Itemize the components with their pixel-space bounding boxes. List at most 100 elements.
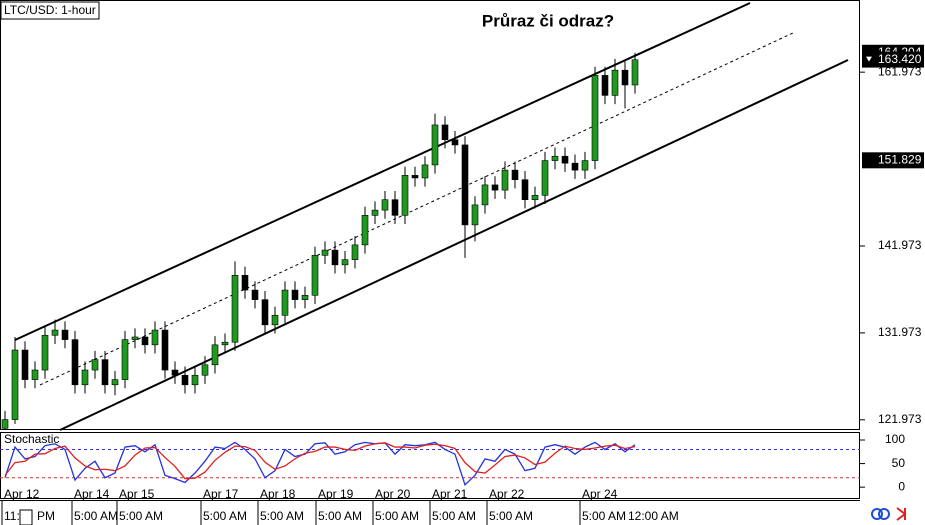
candle-body xyxy=(71,339,79,386)
candle-body xyxy=(21,349,29,380)
candle-body xyxy=(451,139,459,146)
time-label: 5:00 AM xyxy=(203,509,247,523)
candle-body xyxy=(311,255,319,296)
link-icon-b xyxy=(878,508,890,520)
candle-body xyxy=(501,169,509,191)
link-icon[interactable] xyxy=(871,508,883,520)
candle-body xyxy=(191,374,199,386)
candle-body xyxy=(571,162,579,171)
candle-body xyxy=(291,289,299,300)
candle-body xyxy=(181,374,189,386)
time-label: 5:00 AM xyxy=(74,509,118,523)
toolbar-icons xyxy=(871,507,907,521)
scroll-end-icon[interactable] xyxy=(896,507,907,521)
y-tick-label: 100 xyxy=(885,432,905,446)
candle-body xyxy=(141,336,149,346)
stoch-title: Stochastic xyxy=(4,432,59,446)
date-label: Apr 17 xyxy=(203,487,239,501)
date-label: Apr 12 xyxy=(4,487,40,501)
candle-body xyxy=(471,204,479,226)
channel-lower xyxy=(59,59,849,431)
time-label: 11: xyxy=(4,509,20,523)
candle-body xyxy=(511,169,519,180)
candle-body xyxy=(431,124,439,166)
candle-body xyxy=(271,314,279,326)
candle-body xyxy=(541,160,549,196)
time-label: 5:00 AM xyxy=(260,509,304,523)
candle-body xyxy=(41,334,49,371)
candle-body xyxy=(101,359,109,386)
candle-body xyxy=(91,359,99,371)
candle-body xyxy=(521,179,529,200)
candle-body xyxy=(321,249,329,256)
candle-body xyxy=(481,184,489,206)
chart-title: LTC/USD: 1-hour xyxy=(4,3,96,17)
candle-body xyxy=(81,369,89,386)
candle-body xyxy=(421,164,429,179)
y-tick-label: 161.973 xyxy=(878,64,922,78)
candle-body xyxy=(31,369,39,380)
time-label: 5:00 AM xyxy=(119,509,163,523)
price-marker-label: 151.829 xyxy=(878,152,922,166)
time-label: 5:00 AM xyxy=(489,509,533,523)
candle-body xyxy=(391,199,399,216)
y-tick-label: 141.973 xyxy=(878,238,922,252)
candle-body xyxy=(261,299,269,326)
candle-body xyxy=(611,69,619,96)
time-label: PM xyxy=(37,509,55,523)
date-label: Apr 21 xyxy=(432,487,468,501)
candle-body xyxy=(211,344,219,366)
title-box xyxy=(0,1,100,20)
time-label: 12:00 AM xyxy=(628,509,679,523)
candle-body xyxy=(301,294,309,300)
candle-body xyxy=(121,339,129,380)
time-marker xyxy=(19,509,33,525)
price-marker-label: 163.420 xyxy=(878,52,922,66)
time-label: 5:00 AM xyxy=(375,509,419,523)
candle-body xyxy=(411,175,419,179)
price-marker-box xyxy=(862,152,924,169)
candle-body xyxy=(361,215,369,246)
date-label: Apr 19 xyxy=(318,487,354,501)
candle-body xyxy=(221,341,229,346)
candle-body xyxy=(241,274,249,291)
candle-body xyxy=(461,144,469,226)
date-label: Apr 24 xyxy=(582,487,618,501)
candle-body xyxy=(581,160,589,171)
y-tick-label: 131.973 xyxy=(878,325,922,339)
candle-body xyxy=(351,244,359,260)
price-marker-box xyxy=(862,51,924,68)
candle-body xyxy=(591,75,599,161)
time-label: 5:00 AM xyxy=(318,509,362,523)
candle-body xyxy=(491,184,499,191)
candle-body xyxy=(151,329,159,346)
candle-body xyxy=(111,379,119,386)
y-tick-label: 121.973 xyxy=(878,412,922,426)
candle-body xyxy=(231,274,239,343)
candle-body xyxy=(621,69,629,86)
candle-body xyxy=(441,124,449,141)
price-panel xyxy=(0,0,860,430)
candle-body xyxy=(131,336,139,340)
candle-body xyxy=(331,249,339,266)
date-label: Apr 14 xyxy=(74,487,110,501)
date-label: Apr 15 xyxy=(119,487,155,501)
candle-body xyxy=(401,175,409,216)
channel-middle xyxy=(39,31,796,386)
candle-body xyxy=(51,329,59,336)
candle-body xyxy=(381,199,389,211)
date-label: Apr 22 xyxy=(489,487,525,501)
candle-body xyxy=(61,329,69,340)
stoch-line xyxy=(4,441,636,486)
date-label: Apr 20 xyxy=(375,487,411,501)
stoch-line xyxy=(4,442,636,480)
candle-body xyxy=(251,289,259,300)
y-tick-label: 50 xyxy=(892,456,906,470)
time-label: 5:00 AM xyxy=(432,509,476,523)
channel-upper xyxy=(14,2,751,341)
time-label: 5:00 AM xyxy=(582,509,626,523)
candle-body xyxy=(371,209,379,216)
candle-body xyxy=(551,155,559,161)
candle-body xyxy=(171,369,179,376)
